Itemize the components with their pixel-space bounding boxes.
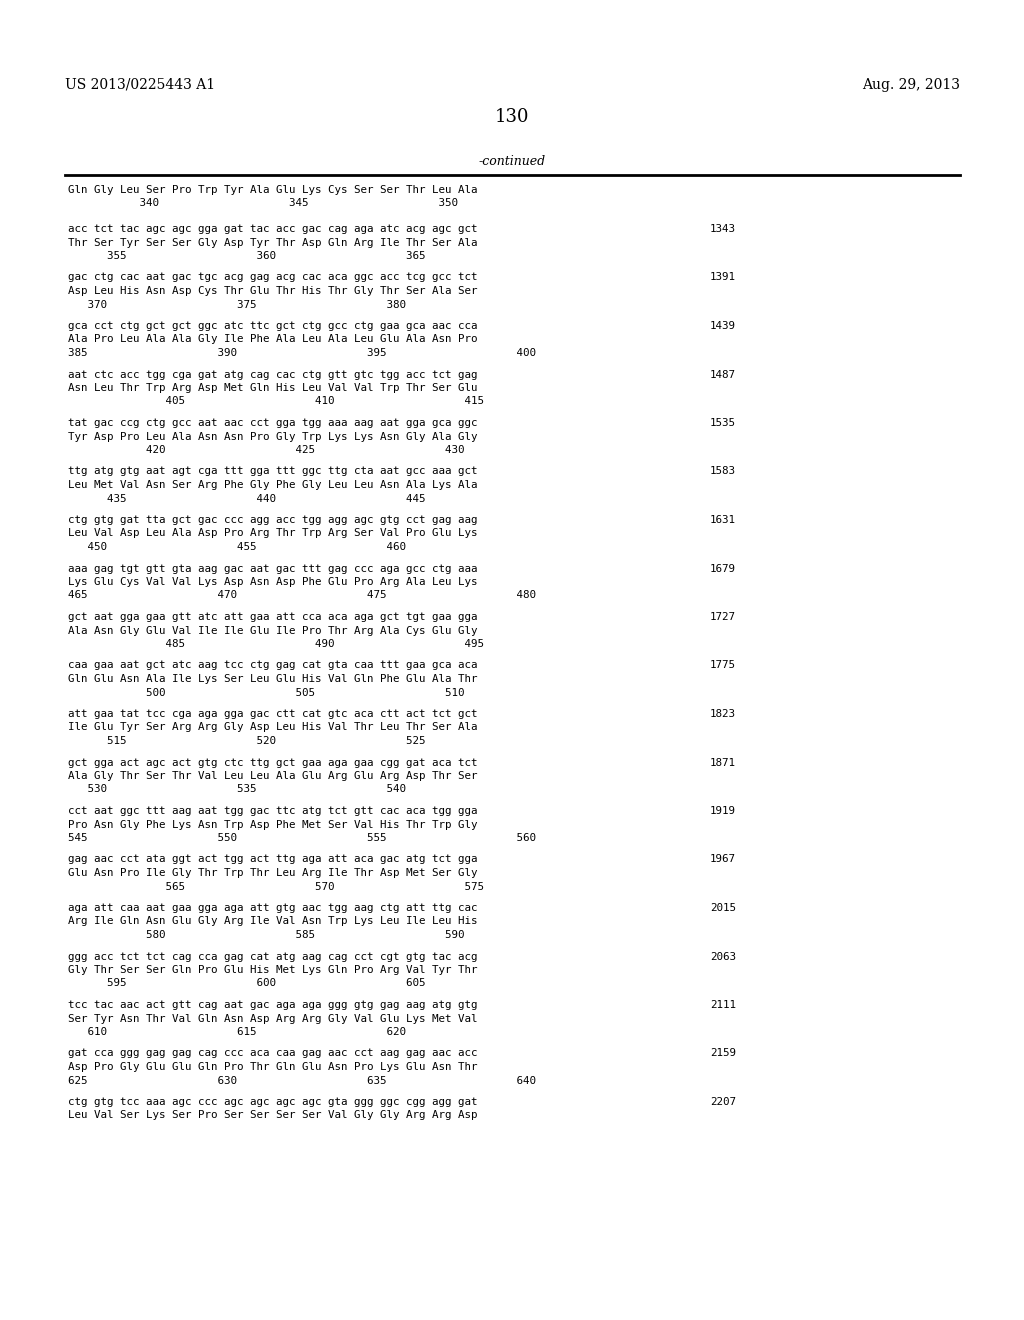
Text: 2063: 2063 <box>710 952 736 961</box>
Text: Ala Asn Gly Glu Val Ile Ile Glu Ile Pro Thr Arg Ala Cys Glu Gly: Ala Asn Gly Glu Val Ile Ile Glu Ile Pro … <box>68 626 477 635</box>
Text: tcc tac aac act gtt cag aat gac aga aga ggg gtg gag aag atg gtg: tcc tac aac act gtt cag aat gac aga aga … <box>68 1001 477 1010</box>
Text: 1583: 1583 <box>710 466 736 477</box>
Text: 625                    630                    635                    640: 625 630 635 640 <box>68 1076 536 1085</box>
Text: Ser Tyr Asn Thr Val Gln Asn Asp Arg Arg Gly Val Glu Lys Met Val: Ser Tyr Asn Thr Val Gln Asn Asp Arg Arg … <box>68 1014 477 1023</box>
Text: gct aat gga gaa gtt atc att gaa att cca aca aga gct tgt gaa gga: gct aat gga gaa gtt atc att gaa att cca … <box>68 612 477 622</box>
Text: ttg atg gtg aat agt cga ttt gga ttt ggc ttg cta aat gcc aaa gct: ttg atg gtg aat agt cga ttt gga ttt ggc … <box>68 466 477 477</box>
Text: acc tct tac agc agc gga gat tac acc gac cag aga atc acg agc gct: acc tct tac agc agc gga gat tac acc gac … <box>68 224 477 234</box>
Text: 580                    585                    590: 580 585 590 <box>68 931 465 940</box>
Text: Gln Glu Asn Ala Ile Lys Ser Leu Glu His Val Gln Phe Glu Ala Thr: Gln Glu Asn Ala Ile Lys Ser Leu Glu His … <box>68 675 477 684</box>
Text: 595                    600                    605: 595 600 605 <box>68 978 426 989</box>
Text: cct aat ggc ttt aag aat tgg gac ttc atg tct gtt cac aca tgg gga: cct aat ggc ttt aag aat tgg gac ttc atg … <box>68 807 477 816</box>
Text: aaa gag tgt gtt gta aag gac aat gac ttt gag ccc aga gcc ctg aaa: aaa gag tgt gtt gta aag gac aat gac ttt … <box>68 564 477 573</box>
Text: ctg gtg gat tta gct gac ccc agg acc tgg agg agc gtg cct gag aag: ctg gtg gat tta gct gac ccc agg acc tgg … <box>68 515 477 525</box>
Text: Tyr Asp Pro Leu Ala Asn Asn Pro Gly Trp Lys Lys Asn Gly Ala Gly: Tyr Asp Pro Leu Ala Asn Asn Pro Gly Trp … <box>68 432 477 441</box>
Text: 1439: 1439 <box>710 321 736 331</box>
Text: Pro Asn Gly Phe Lys Asn Trp Asp Phe Met Ser Val His Thr Trp Gly: Pro Asn Gly Phe Lys Asn Trp Asp Phe Met … <box>68 820 477 829</box>
Text: -continued: -continued <box>478 154 546 168</box>
Text: 2207: 2207 <box>710 1097 736 1107</box>
Text: 610                    615                    620: 610 615 620 <box>68 1027 406 1038</box>
Text: 2159: 2159 <box>710 1048 736 1059</box>
Text: Asn Leu Thr Trp Arg Asp Met Gln His Leu Val Val Trp Thr Ser Glu: Asn Leu Thr Trp Arg Asp Met Gln His Leu … <box>68 383 477 393</box>
Text: Thr Ser Tyr Ser Ser Gly Asp Tyr Thr Asp Gln Arg Ile Thr Ser Ala: Thr Ser Tyr Ser Ser Gly Asp Tyr Thr Asp … <box>68 238 477 248</box>
Text: 2015: 2015 <box>710 903 736 913</box>
Text: 355                    360                    365: 355 360 365 <box>68 251 426 261</box>
Text: 1487: 1487 <box>710 370 736 380</box>
Text: Leu Met Val Asn Ser Arg Phe Gly Phe Gly Leu Leu Asn Ala Lys Ala: Leu Met Val Asn Ser Arg Phe Gly Phe Gly … <box>68 480 477 490</box>
Text: 385                    390                    395                    400: 385 390 395 400 <box>68 348 536 358</box>
Text: 515                    520                    525: 515 520 525 <box>68 737 426 746</box>
Text: 545                    550                    555                    560: 545 550 555 560 <box>68 833 536 843</box>
Text: Ala Gly Thr Ser Thr Val Leu Leu Ala Glu Arg Glu Arg Asp Thr Ser: Ala Gly Thr Ser Thr Val Leu Leu Ala Glu … <box>68 771 477 781</box>
Text: US 2013/0225443 A1: US 2013/0225443 A1 <box>65 78 215 92</box>
Text: 1775: 1775 <box>710 660 736 671</box>
Text: aat ctc acc tgg cga gat atg cag cac ctg gtt gtc tgg acc tct gag: aat ctc acc tgg cga gat atg cag cac ctg … <box>68 370 477 380</box>
Text: 2111: 2111 <box>710 1001 736 1010</box>
Text: 530                    535                    540: 530 535 540 <box>68 784 406 795</box>
Text: 1967: 1967 <box>710 854 736 865</box>
Text: gac ctg cac aat gac tgc acg gag acg cac aca ggc acc tcg gcc tct: gac ctg cac aat gac tgc acg gag acg cac … <box>68 272 477 282</box>
Text: 485                    490                    495: 485 490 495 <box>68 639 484 649</box>
Text: 450                    455                    460: 450 455 460 <box>68 543 406 552</box>
Text: Gln Gly Leu Ser Pro Trp Tyr Ala Glu Lys Cys Ser Ser Thr Leu Ala: Gln Gly Leu Ser Pro Trp Tyr Ala Glu Lys … <box>68 185 477 195</box>
Text: Leu Val Asp Leu Ala Asp Pro Arg Thr Trp Arg Ser Val Pro Glu Lys: Leu Val Asp Leu Ala Asp Pro Arg Thr Trp … <box>68 528 477 539</box>
Text: 405                    410                    415: 405 410 415 <box>68 396 484 407</box>
Text: 1823: 1823 <box>710 709 736 719</box>
Text: Leu Val Ser Lys Ser Pro Ser Ser Ser Ser Val Gly Gly Arg Arg Asp: Leu Val Ser Lys Ser Pro Ser Ser Ser Ser … <box>68 1110 477 1121</box>
Text: 420                    425                    430: 420 425 430 <box>68 445 465 455</box>
Text: Gly Thr Ser Ser Gln Pro Glu His Met Lys Gln Pro Arg Val Tyr Thr: Gly Thr Ser Ser Gln Pro Glu His Met Lys … <box>68 965 477 975</box>
Text: 340                    345                    350: 340 345 350 <box>68 198 458 209</box>
Text: 1391: 1391 <box>710 272 736 282</box>
Text: 500                    505                    510: 500 505 510 <box>68 688 465 697</box>
Text: 130: 130 <box>495 108 529 125</box>
Text: 435                    440                    445: 435 440 445 <box>68 494 426 503</box>
Text: Glu Asn Pro Ile Gly Thr Trp Thr Leu Arg Ile Thr Asp Met Ser Gly: Glu Asn Pro Ile Gly Thr Trp Thr Leu Arg … <box>68 869 477 878</box>
Text: gag aac cct ata ggt act tgg act ttg aga att aca gac atg tct gga: gag aac cct ata ggt act tgg act ttg aga … <box>68 854 477 865</box>
Text: 565                    570                    575: 565 570 575 <box>68 882 484 891</box>
Text: 1343: 1343 <box>710 224 736 234</box>
Text: 1679: 1679 <box>710 564 736 573</box>
Text: gct gga act agc act gtg ctc ttg gct gaa aga gaa cgg gat aca tct: gct gga act agc act gtg ctc ttg gct gaa … <box>68 758 477 767</box>
Text: tat gac ccg ctg gcc aat aac cct gga tgg aaa aag aat gga gca ggc: tat gac ccg ctg gcc aat aac cct gga tgg … <box>68 418 477 428</box>
Text: 1727: 1727 <box>710 612 736 622</box>
Text: Ile Glu Tyr Ser Arg Arg Gly Asp Leu His Val Thr Leu Thr Ser Ala: Ile Glu Tyr Ser Arg Arg Gly Asp Leu His … <box>68 722 477 733</box>
Text: 465                    470                    475                    480: 465 470 475 480 <box>68 590 536 601</box>
Text: Aug. 29, 2013: Aug. 29, 2013 <box>862 78 961 92</box>
Text: caa gaa aat gct atc aag tcc ctg gag cat gta caa ttt gaa gca aca: caa gaa aat gct atc aag tcc ctg gag cat … <box>68 660 477 671</box>
Text: 1535: 1535 <box>710 418 736 428</box>
Text: Lys Glu Cys Val Val Lys Asp Asn Asp Phe Glu Pro Arg Ala Leu Lys: Lys Glu Cys Val Val Lys Asp Asn Asp Phe … <box>68 577 477 587</box>
Text: 1871: 1871 <box>710 758 736 767</box>
Text: ctg gtg tcc aaa agc ccc agc agc agc agc gta ggg ggc cgg agg gat: ctg gtg tcc aaa agc ccc agc agc agc agc … <box>68 1097 477 1107</box>
Text: Ala Pro Leu Ala Ala Gly Ile Phe Ala Leu Ala Leu Glu Ala Asn Pro: Ala Pro Leu Ala Ala Gly Ile Phe Ala Leu … <box>68 334 477 345</box>
Text: 1631: 1631 <box>710 515 736 525</box>
Text: Asp Leu His Asn Asp Cys Thr Glu Thr His Thr Gly Thr Ser Ala Ser: Asp Leu His Asn Asp Cys Thr Glu Thr His … <box>68 286 477 296</box>
Text: att gaa tat tcc cga aga gga gac ctt cat gtc aca ctt act tct gct: att gaa tat tcc cga aga gga gac ctt cat … <box>68 709 477 719</box>
Text: Arg Ile Gln Asn Glu Gly Arg Ile Val Asn Trp Lys Leu Ile Leu His: Arg Ile Gln Asn Glu Gly Arg Ile Val Asn … <box>68 916 477 927</box>
Text: ggg acc tct tct cag cca gag cat atg aag cag cct cgt gtg tac acg: ggg acc tct tct cag cca gag cat atg aag … <box>68 952 477 961</box>
Text: 1919: 1919 <box>710 807 736 816</box>
Text: gat cca ggg gag gag cag ccc aca caa gag aac cct aag gag aac acc: gat cca ggg gag gag cag ccc aca caa gag … <box>68 1048 477 1059</box>
Text: Asp Pro Gly Glu Glu Gln Pro Thr Gln Glu Asn Pro Lys Glu Asn Thr: Asp Pro Gly Glu Glu Gln Pro Thr Gln Glu … <box>68 1063 477 1072</box>
Text: aga att caa aat gaa gga aga att gtg aac tgg aag ctg att ttg cac: aga att caa aat gaa gga aga att gtg aac … <box>68 903 477 913</box>
Text: 370                    375                    380: 370 375 380 <box>68 300 406 309</box>
Text: gca cct ctg gct gct ggc atc ttc gct ctg gcc ctg gaa gca aac cca: gca cct ctg gct gct ggc atc ttc gct ctg … <box>68 321 477 331</box>
